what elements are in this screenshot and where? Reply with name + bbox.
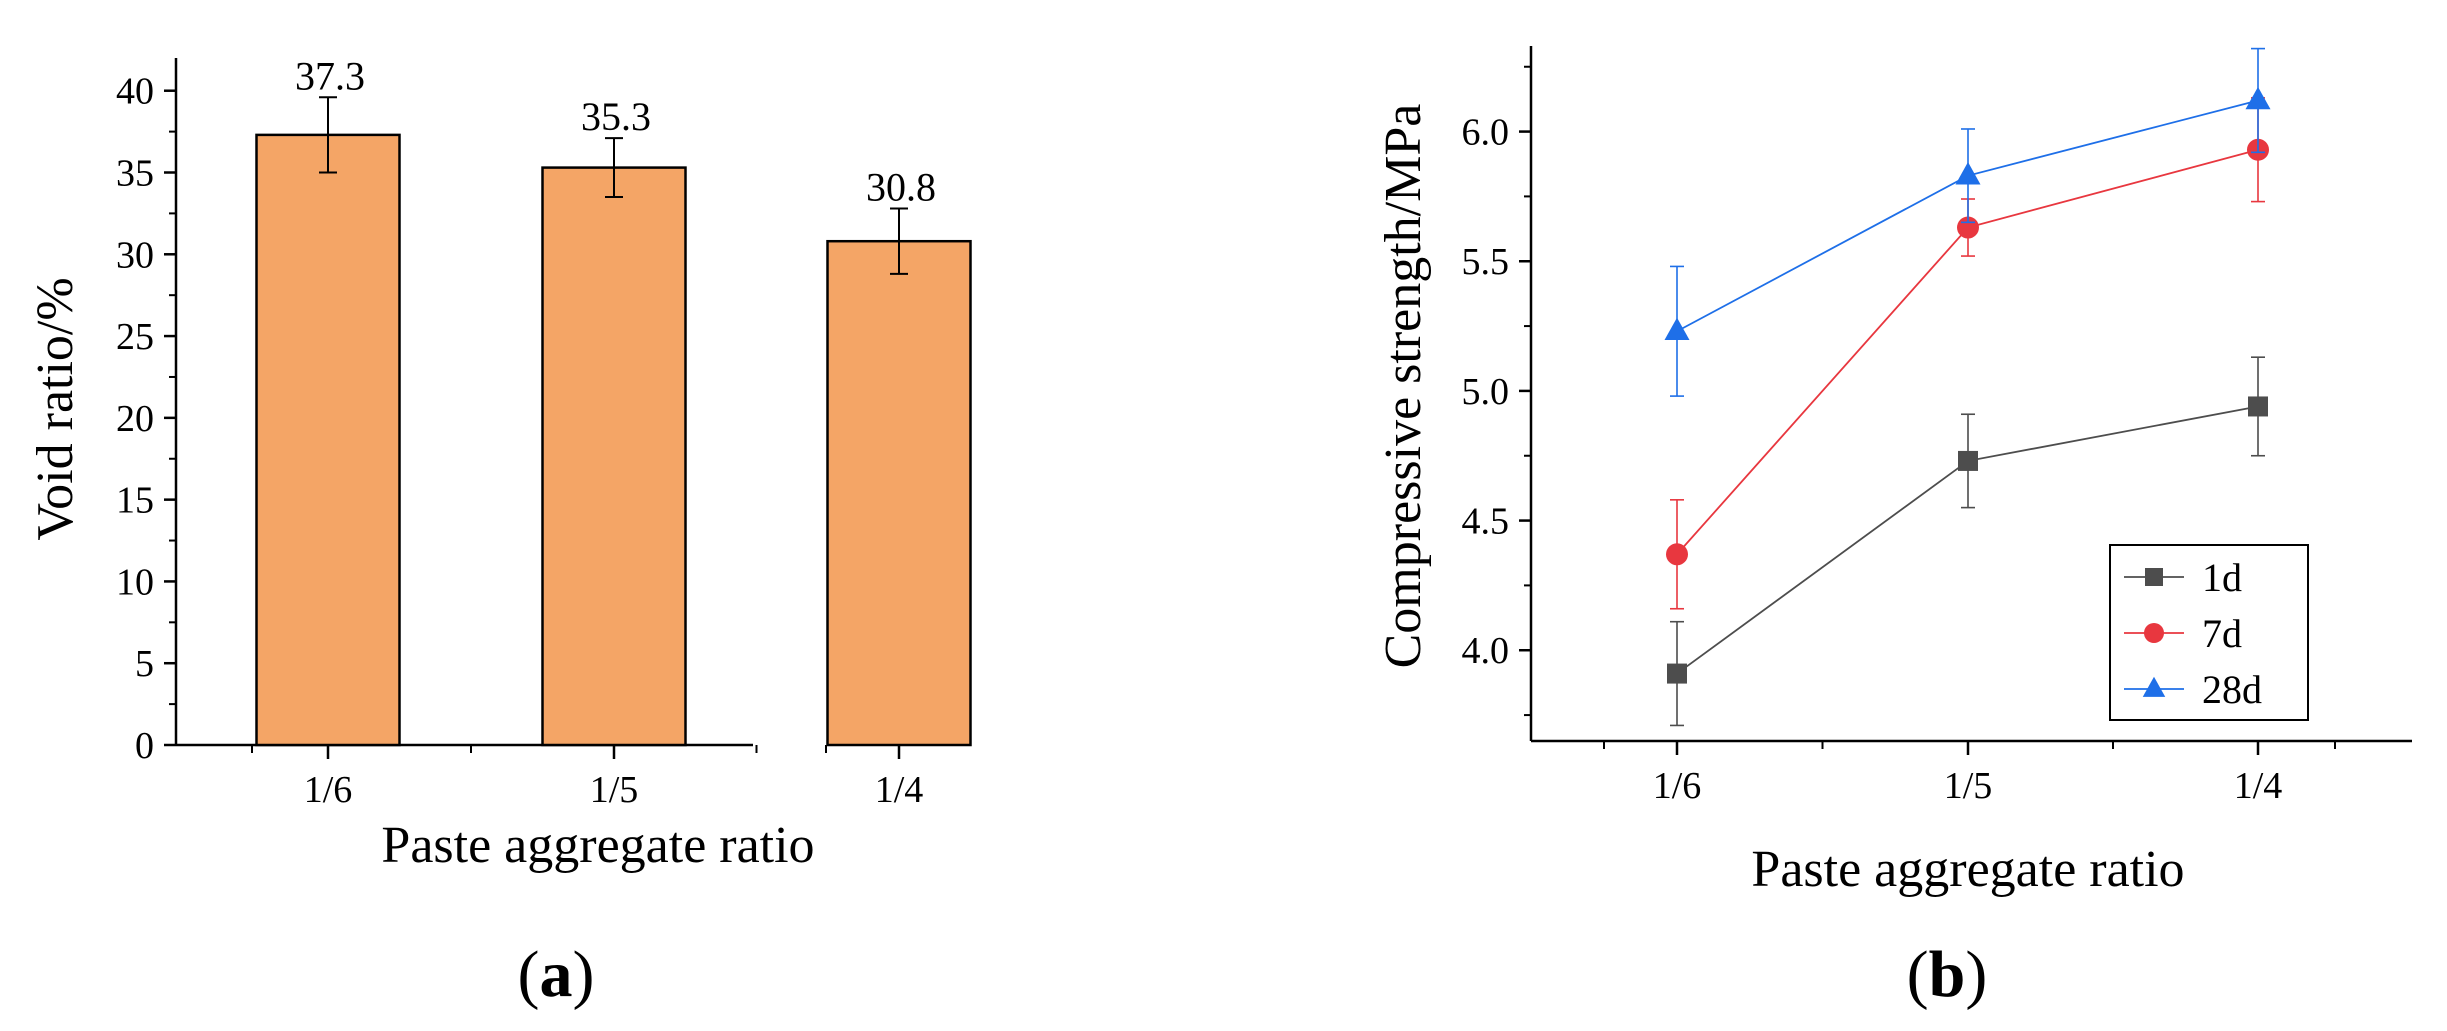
series-point-1d — [2248, 396, 2268, 417]
void-ratio-x-axis-title: Paste aggregate ratio — [381, 817, 814, 874]
void-ratio-y-tick-label: 25 — [116, 316, 154, 358]
void-ratio-bar — [255, 133, 401, 747]
series-point-28d — [2245, 86, 2271, 110]
strength-y-tick-label: 4.5 — [1462, 501, 1510, 543]
strength-x-tick-label: 1/6 — [1653, 765, 1702, 807]
void-ratio-y-tick-label: 15 — [116, 480, 154, 522]
legend-label-1d: 1d — [2202, 555, 2242, 600]
series-point-7d — [1666, 543, 1688, 566]
strength-y-tick-label: 5.5 — [1462, 241, 1510, 283]
strength-y-tick-label: 4.0 — [1462, 630, 1510, 672]
void-ratio-y-tick-label: 5 — [135, 643, 154, 685]
strength-x-tick-label: 1/5 — [1944, 765, 1993, 807]
strength-y-tick-label: 6.0 — [1462, 112, 1510, 154]
panel-label-a: (a) — [518, 938, 595, 1011]
void-ratio-y-axis-title: Void ratio/% — [27, 277, 84, 540]
legend-marker-7d — [2144, 623, 2164, 643]
series-point-1d — [1667, 663, 1687, 684]
void-ratio-data-label: 35.3 — [581, 94, 651, 139]
void-ratio-y-tick-label: 10 — [116, 561, 154, 603]
void-ratio-y-tick-label: 0 — [135, 725, 154, 767]
series-point-28d — [1664, 317, 1690, 341]
series-point-1d — [1958, 450, 1978, 471]
void-ratio-y-tick-label: 30 — [116, 234, 154, 276]
void-ratio-bar — [826, 239, 972, 747]
legend-marker-28d — [2142, 676, 2166, 697]
void-ratio-bar-chart: Void ratio/% Paste aggregate ratio (a) 0… — [27, 53, 972, 1011]
compressive-strength-line-chart: Compressive strength/MPa Paste aggregate… — [1375, 46, 2412, 1011]
void-ratio-y-tick-label: 40 — [116, 71, 154, 113]
strength-y-axis-title: Compressive strength/MPa — [1375, 104, 1432, 669]
strength-x-tick-label: 1/4 — [2234, 765, 2283, 807]
void-ratio-y-tick-label: 35 — [116, 153, 154, 195]
panel-label-b: (b) — [1907, 938, 1988, 1011]
strength-y-tick-label: 5.0 — [1462, 371, 1510, 413]
void-ratio-x-tick-label: 1/5 — [590, 769, 639, 811]
series-point-28d — [1955, 162, 1981, 185]
void-ratio-data-label: 30.8 — [866, 164, 936, 209]
void-ratio-bar — [541, 166, 687, 747]
void-ratio-x-tick-label: 1/6 — [304, 769, 353, 811]
void-ratio-y-tick-label: 20 — [116, 398, 154, 440]
legend-label-28d: 28d — [2202, 667, 2262, 712]
void-ratio-data-label: 37.3 — [295, 53, 365, 98]
void-ratio-x-tick-label: 1/4 — [875, 769, 924, 811]
legend-marker-1d — [2145, 568, 2163, 586]
legend-label-7d: 7d — [2202, 611, 2242, 656]
strength-x-axis-title: Paste aggregate ratio — [1751, 841, 2184, 898]
